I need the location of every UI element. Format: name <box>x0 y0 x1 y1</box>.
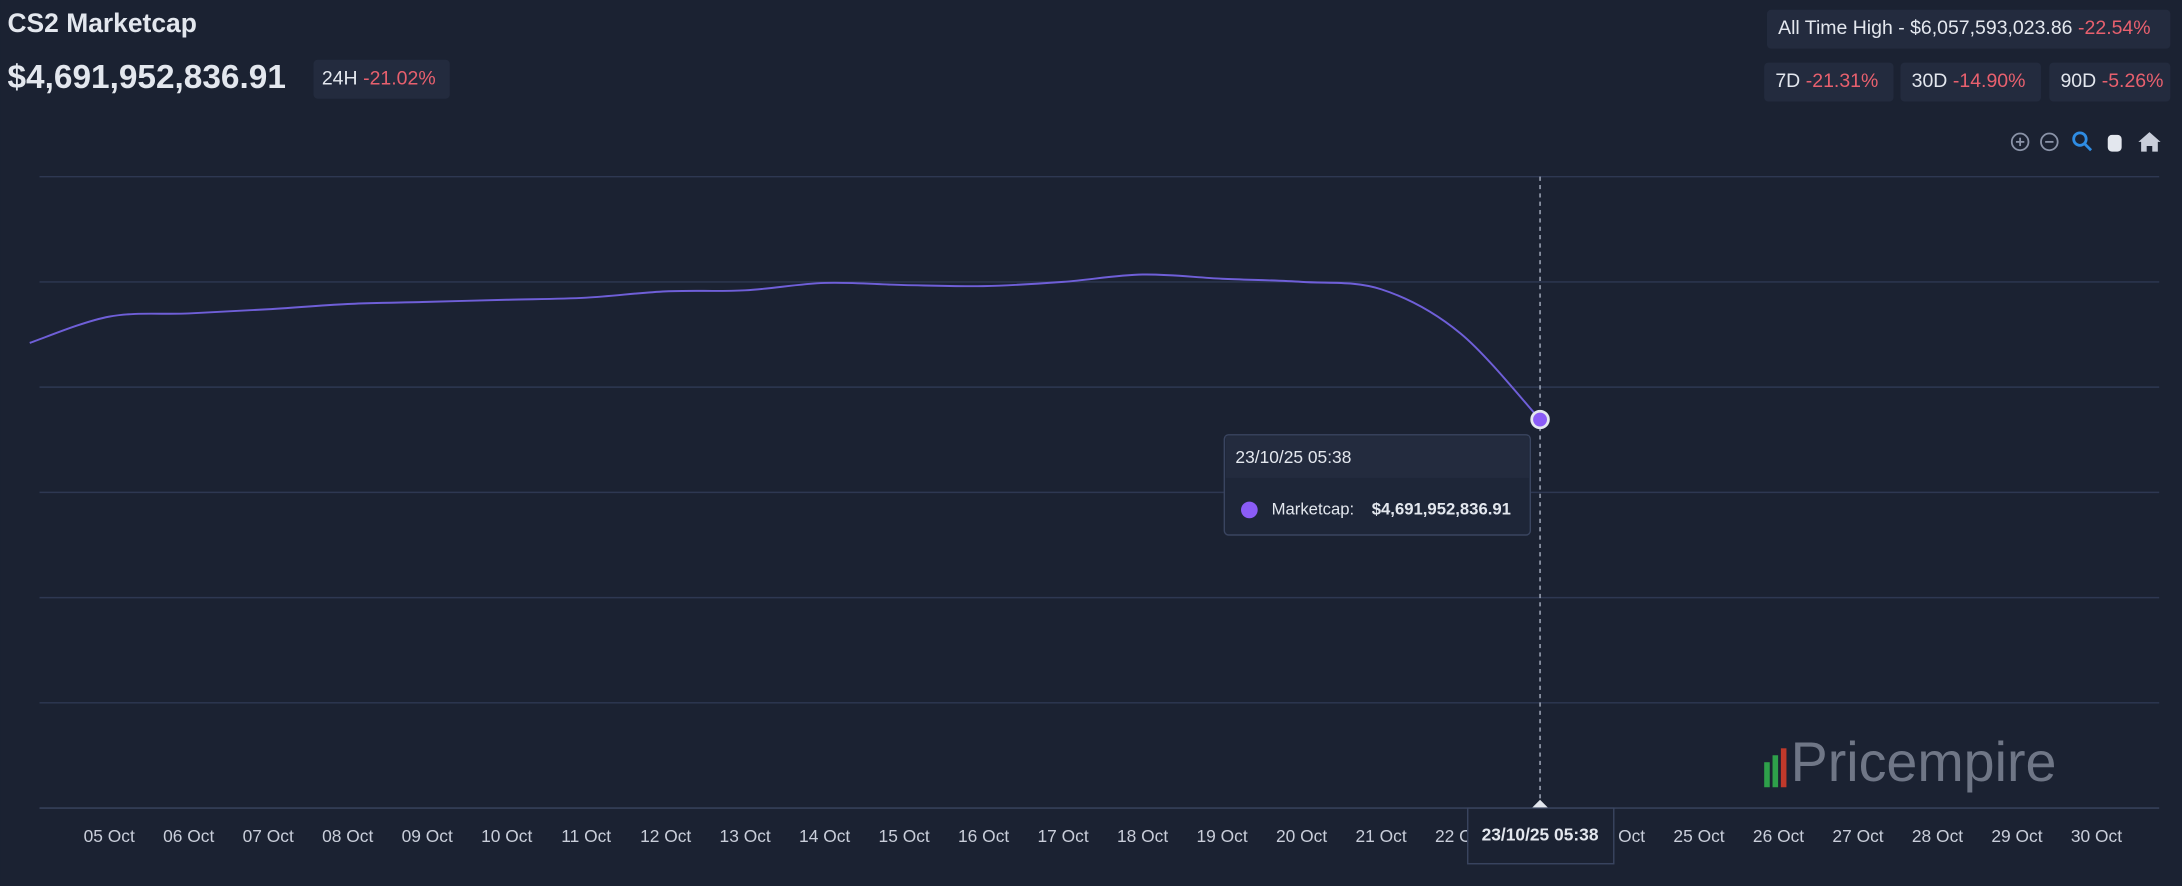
badge <box>1764 62 1894 102</box>
x-tick-label: 15 Oct <box>879 826 930 846</box>
line <box>29 273 1541 421</box>
period-label: 7D <box>1775 70 1800 92</box>
x-tick-label: 18 Oct <box>1117 826 1168 846</box>
crosshair-arrow <box>1531 799 1549 809</box>
watermark-text: Pricempire <box>1791 731 2057 793</box>
logo-bar <box>1764 762 1770 788</box>
watermark: Pricempire <box>1764 731 2056 793</box>
tooltip-marker <box>1241 501 1258 519</box>
logo-bar <box>1772 755 1779 788</box>
x-tick-label: 08 Oct <box>322 826 373 846</box>
tooltip-date: 23/10/25 05:38 <box>1235 447 1351 467</box>
tooltip-header <box>1225 436 1529 478</box>
title: CS2 Marketcap <box>7 8 196 38</box>
x-tick-label: 06 Oct <box>163 826 214 846</box>
x-tick-label: 30 Oct <box>2071 826 2122 846</box>
x-tick-label: 17 Oct <box>1038 826 1089 846</box>
logo-bar <box>1780 748 1787 788</box>
x-tick-label: 29 Oct <box>1991 826 2042 846</box>
x-tick-label: 07 Oct <box>243 826 294 846</box>
badge-label: 24H <box>322 67 358 89</box>
period-label: 90D <box>2060 70 2096 92</box>
x-tick-label: 10 Oct <box>481 826 532 846</box>
badge-value: -21.02% <box>363 67 436 89</box>
badge <box>313 59 450 99</box>
x-tick-label: 14 Oct <box>799 826 850 846</box>
price: $4,691,952,836.91 <box>7 59 285 96</box>
badge <box>2049 62 2171 102</box>
tooltip-label: Marketcap: <box>1272 499 1355 518</box>
ath-label: All Time High - $6,057,593,023.86 <box>1778 17 2072 39</box>
hover-point <box>1530 409 1550 430</box>
period-label: 30D <box>1912 70 1948 92</box>
x-tick-label: 26 Oct <box>1753 826 1804 846</box>
badge <box>1766 9 2171 49</box>
x-tick-label: 11 Oct <box>561 826 611 846</box>
period-value: -14.90% <box>1953 70 2026 92</box>
ath-change: -22.54% <box>2078 17 2151 39</box>
period-change: 90D -5.26% <box>2060 70 2163 92</box>
x-tick-label: 12 Oct <box>640 826 691 846</box>
zoom-in[interactable] <box>2010 132 2030 152</box>
badge <box>1900 62 2041 102</box>
x-tick-label: 20 Oct <box>1276 826 1327 846</box>
selection-zoom[interactable] <box>2072 131 2093 152</box>
x-tick-label: 28 Oct <box>1912 826 1963 846</box>
period-value: -21.31% <box>1806 70 1879 92</box>
x-tick-label: 19 Oct <box>1196 826 1247 846</box>
x-tick-label: 05 Oct <box>84 826 135 846</box>
ath: All Time High - $6,057,593,023.86 -22.54% <box>1778 17 2150 39</box>
x-tick-label: 25 Oct <box>1673 826 1724 846</box>
x-tick-label: 27 Oct <box>1832 826 1883 846</box>
period-change: 7D -21.31% <box>1775 70 1878 92</box>
x-tick-label: 16 Oct <box>958 826 1009 846</box>
period-change: 30D -14.90% <box>1912 70 2026 92</box>
crosshair-label-box <box>1467 807 1615 865</box>
zoom-out[interactable] <box>2040 132 2059 152</box>
tooltip-value: $4,691,952,836.91 <box>1372 499 1511 518</box>
change-24h: 24H -21.02% <box>322 67 436 89</box>
crosshair-label: 23/10/25 05:38 <box>1482 825 1599 845</box>
x-tick-label: 21 Oct <box>1355 826 1406 846</box>
x-tick-label: 09 Oct <box>402 826 453 846</box>
pan[interactable] <box>2107 134 2122 152</box>
period-value: -5.26% <box>2102 70 2164 92</box>
x-tick-label: 13 Oct <box>720 826 771 846</box>
